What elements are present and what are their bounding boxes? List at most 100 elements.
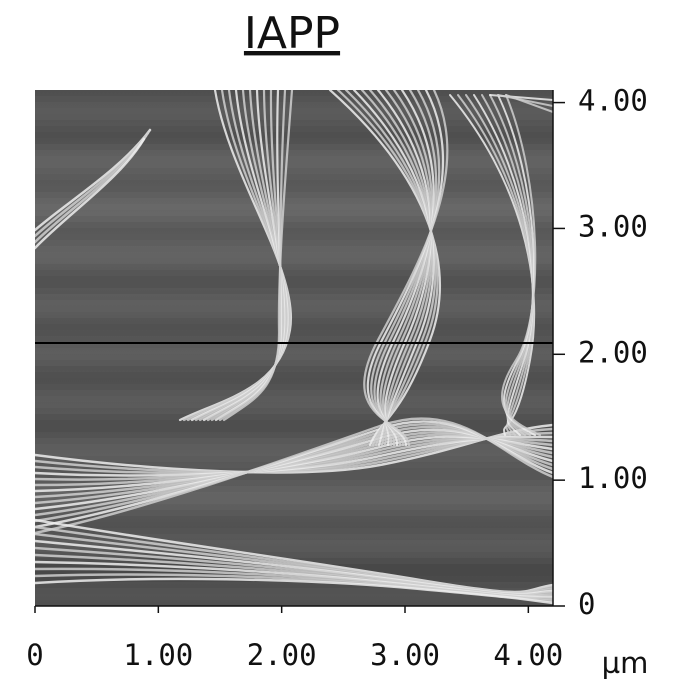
stripe (35, 510, 553, 516)
stripe (35, 222, 553, 228)
stripe (35, 378, 553, 384)
stripe (35, 186, 553, 192)
stripe (35, 582, 553, 588)
stripe (35, 252, 553, 258)
fibril (497, 94, 553, 107)
stripe (35, 504, 553, 510)
stripe (35, 486, 553, 492)
stripe (35, 438, 553, 444)
stripe (35, 114, 553, 120)
stripe (35, 174, 553, 180)
stripe (35, 402, 553, 408)
stripe (35, 522, 553, 528)
stripe (35, 552, 553, 558)
stripe (35, 180, 553, 186)
stripe (35, 342, 553, 348)
fibril (210, 90, 284, 422)
stripe (35, 108, 553, 114)
stripe (35, 156, 553, 162)
stripe (35, 336, 553, 342)
stripe (35, 480, 553, 486)
fibril (501, 94, 541, 436)
stripe (35, 516, 553, 522)
stripe (35, 288, 553, 294)
stripe (35, 534, 553, 540)
stripe (35, 528, 553, 534)
stripe (35, 96, 553, 102)
stripe (35, 264, 553, 270)
stripe (35, 540, 553, 546)
fibril (363, 90, 449, 447)
stripe (35, 168, 553, 174)
stripe (35, 420, 553, 426)
stripe (35, 132, 553, 138)
stripe (35, 192, 553, 198)
stripe (35, 594, 553, 600)
micrograph (35, 90, 553, 606)
stripe (35, 246, 553, 252)
stripe (35, 324, 553, 330)
fibril (505, 94, 553, 113)
stripe (35, 294, 553, 300)
x-tick-label: 0 (26, 638, 43, 672)
stripe (35, 360, 553, 366)
stripe (35, 162, 553, 168)
stripe (35, 546, 553, 552)
stripe (35, 408, 553, 414)
stripe (35, 138, 553, 144)
fibril (35, 137, 146, 250)
stripe (35, 600, 553, 606)
stripe (35, 474, 553, 480)
stripe (35, 354, 553, 360)
y-tick-label: 0 (578, 587, 595, 621)
stripe (35, 588, 553, 594)
stripe (35, 90, 553, 96)
y-tick-label: 4.00 (578, 84, 648, 118)
y-tick-label: 2.00 (578, 335, 648, 369)
stripe (35, 306, 553, 312)
stripe (35, 270, 553, 276)
stripe (35, 312, 553, 318)
stripe (35, 390, 553, 396)
stripe (35, 498, 553, 504)
stripe (35, 384, 553, 390)
stripe (35, 228, 553, 234)
fibril (35, 577, 553, 605)
stripe (35, 150, 553, 156)
stripe (35, 210, 553, 216)
stripe (35, 450, 553, 456)
stripe (35, 216, 553, 222)
x-tick-label: 3.00 (370, 638, 440, 672)
stripe (35, 444, 553, 450)
fibril (35, 417, 553, 535)
stripe (35, 282, 553, 288)
title: IAPP (244, 8, 340, 59)
x-tick-label: 2.00 (247, 638, 317, 672)
stripe (35, 258, 553, 264)
fibril (222, 90, 294, 422)
stripe (35, 396, 553, 402)
stripe (35, 240, 553, 246)
stripe (35, 144, 553, 150)
stripe (35, 492, 553, 498)
fibril (202, 90, 286, 422)
y-tick-label: 1.00 (578, 461, 648, 495)
y-tick-label: 3.00 (578, 209, 648, 243)
unit-label: µm (602, 646, 649, 680)
stripe (35, 204, 553, 210)
stripe (35, 414, 553, 420)
stripe (35, 372, 553, 378)
stripe (35, 126, 553, 132)
stripe (35, 234, 553, 240)
stripe (35, 120, 553, 126)
fibril (206, 90, 285, 422)
stripe (35, 198, 553, 204)
x-tick-label: 1.00 (123, 638, 193, 672)
stripe (35, 102, 553, 108)
x-tick-label: 4.00 (493, 638, 563, 672)
stripe (35, 426, 553, 432)
stripe (35, 300, 553, 306)
stripe (35, 276, 553, 282)
stripe (35, 366, 553, 372)
